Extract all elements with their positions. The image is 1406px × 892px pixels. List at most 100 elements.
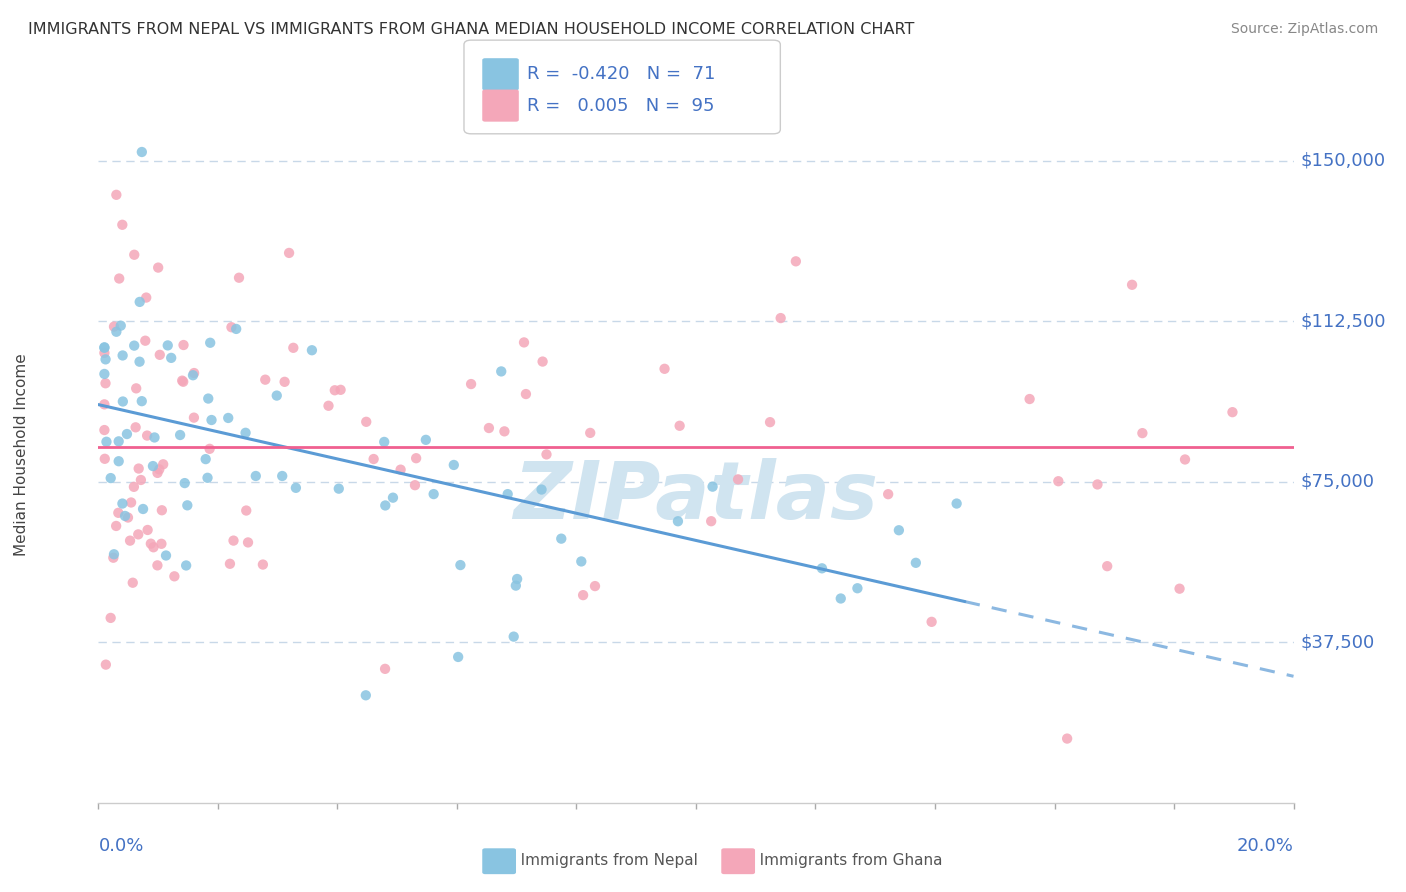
Point	[176, 499, 198, 513]
Point	[769, 311, 792, 326]
Point	[666, 514, 689, 528]
Point	[111, 218, 134, 232]
Point	[152, 458, 174, 472]
Point	[228, 270, 250, 285]
Point	[135, 291, 157, 305]
Point	[354, 415, 377, 429]
Point	[381, 491, 404, 505]
Point	[515, 387, 537, 401]
Point	[117, 510, 139, 524]
Point	[173, 338, 195, 352]
Point	[125, 381, 148, 395]
Text: Immigrants from Nepal: Immigrants from Nepal	[506, 854, 697, 868]
Point	[108, 271, 131, 285]
Point	[105, 519, 128, 533]
Point	[235, 503, 257, 517]
Point	[156, 338, 179, 352]
Text: 20.0%: 20.0%	[1237, 837, 1294, 855]
Point	[150, 503, 173, 517]
Text: R =   0.005   N =  95: R = 0.005 N = 95	[527, 96, 714, 114]
Text: IMMIGRANTS FROM NEPAL VS IMMIGRANTS FROM GHANA MEDIAN HOUSEHOLD INCOME CORRELATI: IMMIGRANTS FROM NEPAL VS IMMIGRANTS FROM…	[28, 22, 914, 37]
Point	[221, 320, 243, 334]
Point	[197, 471, 219, 485]
Point	[146, 558, 169, 573]
Point	[183, 410, 205, 425]
Point	[103, 319, 125, 334]
Point	[183, 366, 205, 380]
Point	[759, 415, 782, 429]
Point	[115, 427, 138, 442]
Point	[225, 322, 247, 336]
Point	[143, 430, 166, 444]
Point	[94, 657, 117, 672]
Point	[127, 527, 149, 541]
Point	[100, 611, 122, 625]
Point	[1222, 405, 1244, 419]
Point	[283, 341, 305, 355]
Text: $112,500: $112,500	[1301, 312, 1386, 330]
Point	[354, 688, 377, 702]
Point	[460, 377, 482, 392]
Text: Immigrants from Ghana: Immigrants from Ghana	[745, 854, 942, 868]
Point	[132, 502, 155, 516]
Point	[785, 254, 807, 268]
Point	[1132, 426, 1154, 441]
Text: $37,500: $37,500	[1301, 633, 1375, 651]
Point	[124, 248, 146, 262]
Point	[877, 487, 900, 501]
Point	[150, 537, 173, 551]
Point	[271, 469, 294, 483]
Point	[1174, 452, 1197, 467]
Point	[122, 480, 145, 494]
Point	[363, 452, 385, 467]
Point	[443, 458, 465, 472]
Point	[142, 541, 165, 555]
Point	[830, 591, 852, 606]
Point	[194, 452, 217, 467]
Point	[301, 343, 323, 358]
Point	[121, 575, 143, 590]
Point	[405, 451, 427, 466]
Point	[146, 466, 169, 480]
Point	[389, 463, 412, 477]
Point	[449, 558, 471, 572]
Text: $150,000: $150,000	[1301, 152, 1386, 169]
Point	[505, 579, 527, 593]
Point	[506, 572, 529, 586]
Point	[93, 367, 115, 381]
Point	[105, 187, 128, 202]
Point	[811, 561, 834, 575]
Point	[222, 533, 245, 548]
Point	[478, 421, 501, 435]
Point	[118, 533, 141, 548]
Point	[111, 348, 134, 362]
Point	[160, 351, 183, 365]
Point	[217, 411, 239, 425]
Point	[415, 433, 437, 447]
Point	[921, 615, 943, 629]
Point	[136, 523, 159, 537]
Point	[266, 388, 288, 402]
Point	[93, 397, 115, 411]
Point	[120, 495, 142, 509]
Point	[174, 558, 197, 573]
Point	[727, 472, 749, 486]
Point	[131, 394, 153, 409]
Point	[536, 447, 558, 461]
Point	[284, 481, 307, 495]
Point	[494, 425, 516, 439]
Point	[491, 364, 513, 378]
Point	[1095, 559, 1118, 574]
Point	[111, 497, 134, 511]
Point	[374, 499, 396, 513]
Point	[107, 506, 129, 520]
Point	[110, 318, 132, 333]
Point	[200, 335, 222, 350]
Point	[93, 423, 115, 437]
Text: ZIPatlas: ZIPatlas	[513, 458, 879, 536]
Point	[273, 375, 295, 389]
Point	[103, 547, 125, 561]
Point	[318, 399, 340, 413]
Point	[111, 394, 134, 409]
Point	[374, 662, 396, 676]
